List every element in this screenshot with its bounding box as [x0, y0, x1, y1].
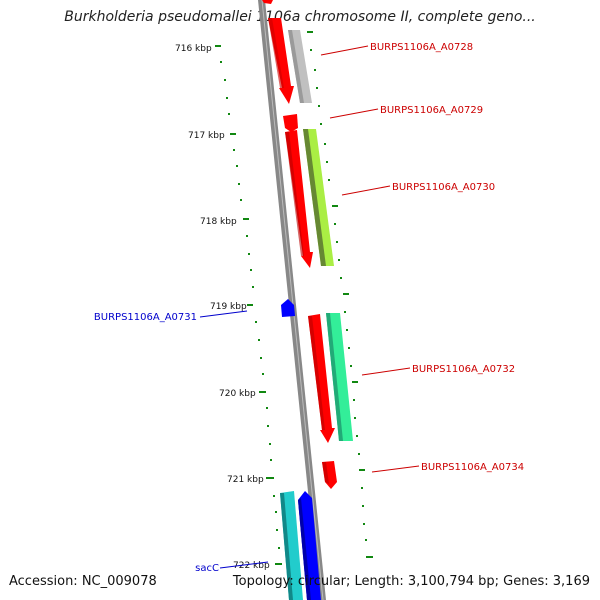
gene-arrow-blue-bottom-shade: [298, 498, 311, 600]
gene-arrow-a0734-shade: [322, 462, 329, 484]
label-a0732[interactable]: BURPS1106A_A0732: [412, 364, 515, 375]
tick-717: 717 kbp: [188, 131, 225, 141]
tick-labels: 716 kbp 717 kbp 718 kbp 719 kbp 720 kbp …: [175, 44, 270, 571]
tick-722: 722 kbp: [233, 561, 270, 571]
accession-text: Accession: NC_009078: [9, 574, 157, 589]
tick-719: 719 kbp: [210, 302, 247, 312]
label-a0728[interactable]: BURPS1106A_A0728: [370, 42, 473, 53]
gene-block-a0728-gray-shade: [288, 30, 304, 103]
gene-block-cyan-shade: [280, 493, 293, 600]
map-title: Burkholderia pseudomallei 1106a chromoso…: [64, 9, 536, 25]
gene-arrow-a0732-red-shade: [308, 316, 325, 430]
label-a0730[interactable]: BURPS1106A_A0730: [392, 182, 495, 193]
tick-716: 716 kbp: [175, 44, 212, 54]
backbone: [258, 0, 326, 600]
gene-arrow-a0731[interactable]: [281, 299, 295, 317]
gene-arrow-a0730-red-shade: [285, 132, 304, 256]
tick-721: 721 kbp: [227, 475, 264, 485]
topology-summary: Topology: circular; Length: 3,100,794 bp…: [232, 574, 590, 589]
label-sacC[interactable]: sacC: [195, 563, 219, 574]
gene-arrow-a0728-red-shade: [268, 18, 284, 88]
gene-arrow-blue-bottom[interactable]: [298, 491, 321, 600]
label-a0731[interactable]: BURPS1106A_A0731: [94, 312, 197, 323]
label-leaders: [199, 45, 420, 569]
gene-arrow-top-partial[interactable]: [262, 0, 273, 4]
gene-block-a0732-teal-shade: [326, 313, 343, 441]
label-a0729[interactable]: BURPS1106A_A0729: [380, 105, 483, 116]
tick-720: 720 kbp: [219, 389, 256, 399]
tick-718: 718 kbp: [200, 217, 237, 227]
gene-block-a0730-green-shade: [303, 129, 326, 266]
gene-labels: BURPS1106A_A0728 BURPS1106A_A0729 BURPS1…: [94, 42, 524, 574]
gene-arrow-a0729[interactable]: [283, 114, 298, 132]
gc-content-dashes: [215, 31, 373, 565]
label-a0734[interactable]: BURPS1106A_A0734: [421, 462, 524, 473]
